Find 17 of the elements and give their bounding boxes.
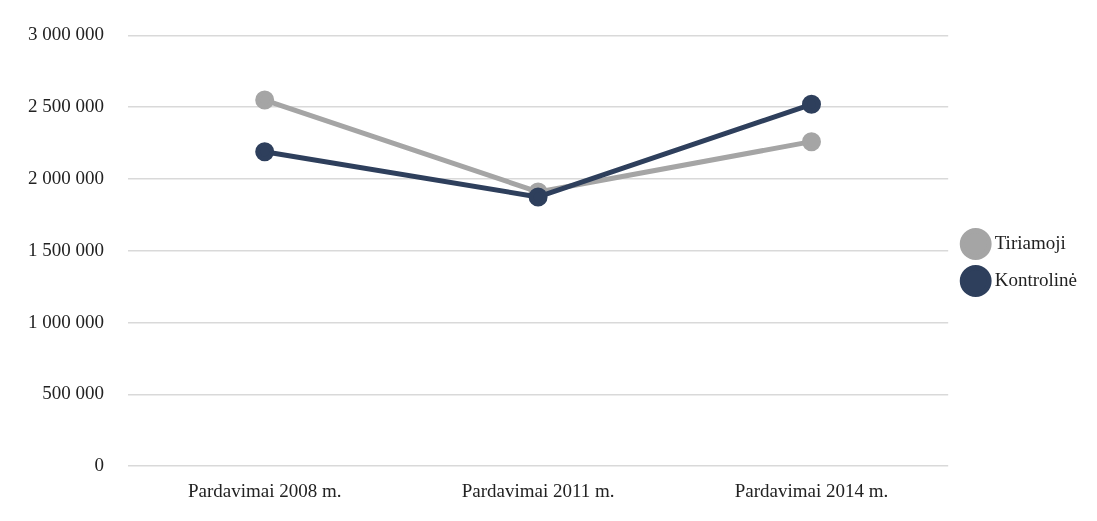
x-tick-label: Pardavimai 2008 m. (187, 479, 342, 501)
y-tick-label: 1 000 000 (28, 310, 104, 332)
point (801, 94, 821, 114)
point (255, 142, 275, 162)
point (801, 132, 821, 152)
y-tick-label: 3 000 000 (28, 23, 104, 45)
x-tick-label: Pardavimai 2014 m. (734, 479, 889, 501)
x-tick-label: Pardavimai 2011 m. (461, 479, 615, 501)
y-tick-label: 500 000 (42, 382, 104, 404)
legend-label: Kontrolinė (994, 268, 1078, 290)
point (255, 90, 275, 110)
legend-label: Tiriamoji (994, 231, 1066, 253)
point (528, 187, 548, 207)
y-tick-label: 0 (94, 454, 104, 476)
y-tick-label: 2 500 000 (28, 95, 104, 117)
y-tick-label: 1 500 000 (28, 238, 104, 260)
y-tick-label: 2 000 000 (28, 166, 104, 188)
